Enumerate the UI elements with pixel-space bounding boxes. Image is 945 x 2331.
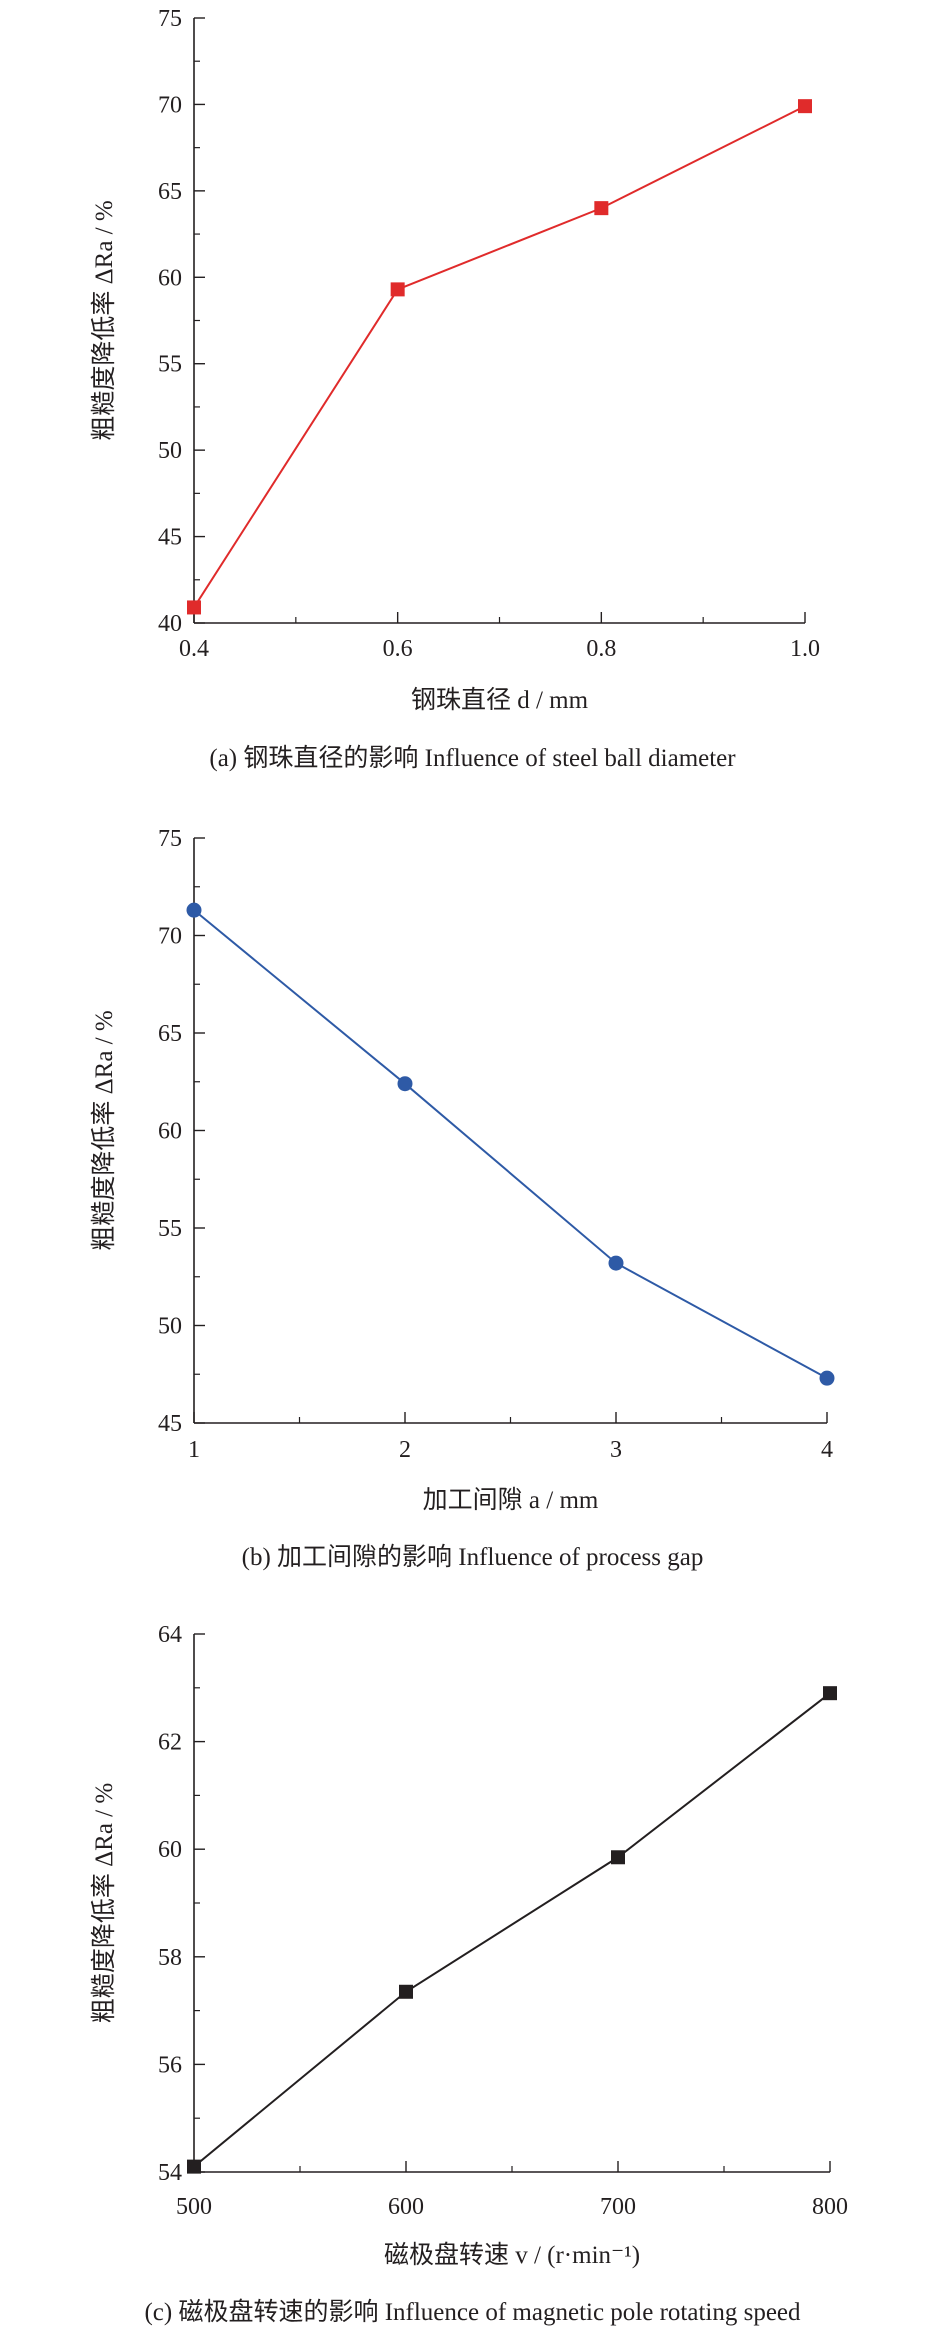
y-tick-label: 65 <box>158 179 182 205</box>
y-tick-label: 58 <box>158 1945 182 1971</box>
chart-a-plot: 40 45 50 55 60 65 70 75 0.4 0.6 0.8 1.0 钢珠直径 d / mm 粗… <box>90 6 820 714</box>
y-tick-label: 54 <box>158 2160 182 2186</box>
chart-b: 45 50 55 60 65 70 75 1 2 3 4 加工间隙 a / mm 粗糙度降低率 ΔRa … <box>90 826 835 1571</box>
y-tick-label: 40 <box>158 611 182 637</box>
y-tick-label: 60 <box>158 1119 182 1145</box>
series-line <box>193 909 828 1380</box>
chart-c-group: 54 56 58 60 62 64 500 600 700 800 磁极盘转速 v / (r·min… <box>90 1622 848 2269</box>
data-point <box>608 1255 624 1271</box>
chart-a: 40 45 50 55 60 65 70 75 0.4 0.6 0.8 1.0 钢珠直径 d / mm 粗… <box>0 0 945 790</box>
y-tick-label: 55 <box>158 352 182 378</box>
x-tick-label: 0.6 <box>383 636 413 662</box>
data-point <box>823 1686 837 1701</box>
y-tick-label: 70 <box>158 924 182 950</box>
data-point <box>611 1850 625 1865</box>
x-tick-label: 0.4 <box>179 636 209 662</box>
x-tick-label: 2 <box>399 1437 411 1463</box>
y-tick-label: 45 <box>158 525 182 551</box>
chart-c-caption: (c) 磁极盘转速的影响 Influence of magnetic pole … <box>144 2299 801 2326</box>
data-point <box>819 1370 835 1386</box>
x-tick-label: 4 <box>821 1437 833 1463</box>
chart-b-group: 45 50 55 60 65 70 75 1 2 3 4 加工间隙 a / mm 粗糙度降低率 ΔRa … <box>90 826 835 1514</box>
y-axis-title: 粗糙度降低率 ΔRa / % <box>90 1010 118 1250</box>
chart-a-caption: (a) 钢珠直径的影响 Influence of steel ball diam… <box>209 745 736 772</box>
x-axis-title: 磁极盘转速 v / (r·min⁻¹) <box>384 2241 640 2269</box>
y-tick-label: 65 <box>158 1021 182 1047</box>
data-point <box>798 99 812 114</box>
y-tick-label: 64 <box>158 1622 182 1648</box>
data-point <box>399 1984 413 1999</box>
x-tick-label: 1.0 <box>790 636 820 662</box>
data-point <box>187 600 201 615</box>
x-tick-label: 0.8 <box>586 636 616 662</box>
y-tick-label: 70 <box>158 92 182 118</box>
x-tick-label: 700 <box>600 2194 636 2220</box>
data-point <box>186 902 202 918</box>
y-tick-label: 62 <box>158 1730 182 1756</box>
series-line <box>193 105 806 608</box>
data-point <box>397 1076 413 1092</box>
y-tick-label: 55 <box>158 1216 182 1242</box>
x-tick-label: 500 <box>176 2194 212 2220</box>
x-axis-title: 钢珠直径 d / mm <box>411 686 589 714</box>
data-point <box>187 2159 201 2174</box>
chart-a-group: 40 45 50 55 60 65 70 75 0.4 0.6 0.8 1.0 钢珠直径 d / mm 粗… <box>90 6 820 714</box>
y-axis-title: 粗糙度降低率 ΔRa / % <box>90 200 118 440</box>
data-point <box>594 201 609 216</box>
series-line <box>193 1692 831 2168</box>
y-tick-label: 56 <box>158 2052 182 2078</box>
x-tick-label: 800 <box>812 2194 848 2220</box>
data-point <box>390 282 405 297</box>
y-axis-title: 粗糙度降低率 ΔRa / % <box>90 1783 118 2023</box>
y-tick-label: 60 <box>158 265 182 291</box>
y-tick-label: 50 <box>158 438 182 464</box>
y-tick-label: 75 <box>158 826 182 852</box>
x-tick-label: 1 <box>188 1437 200 1463</box>
y-tick-label: 60 <box>158 1837 182 1863</box>
chart-b-plot: 45 50 55 60 65 70 75 1 2 3 4 加工间隙 a / mm 粗糙度降低率 ΔRa … <box>90 826 835 1514</box>
y-tick-label: 50 <box>158 1314 182 1340</box>
x-tick-label: 600 <box>388 2194 424 2220</box>
x-tick-label: 3 <box>610 1437 622 1463</box>
y-tick-label: 75 <box>158 6 182 32</box>
chart-b-caption: (b) 加工间隙的影响 Influence of process gap <box>241 1544 704 1571</box>
x-axis-title: 加工间隙 a / mm <box>423 1486 599 1514</box>
y-tick-label: 45 <box>158 1411 182 1437</box>
